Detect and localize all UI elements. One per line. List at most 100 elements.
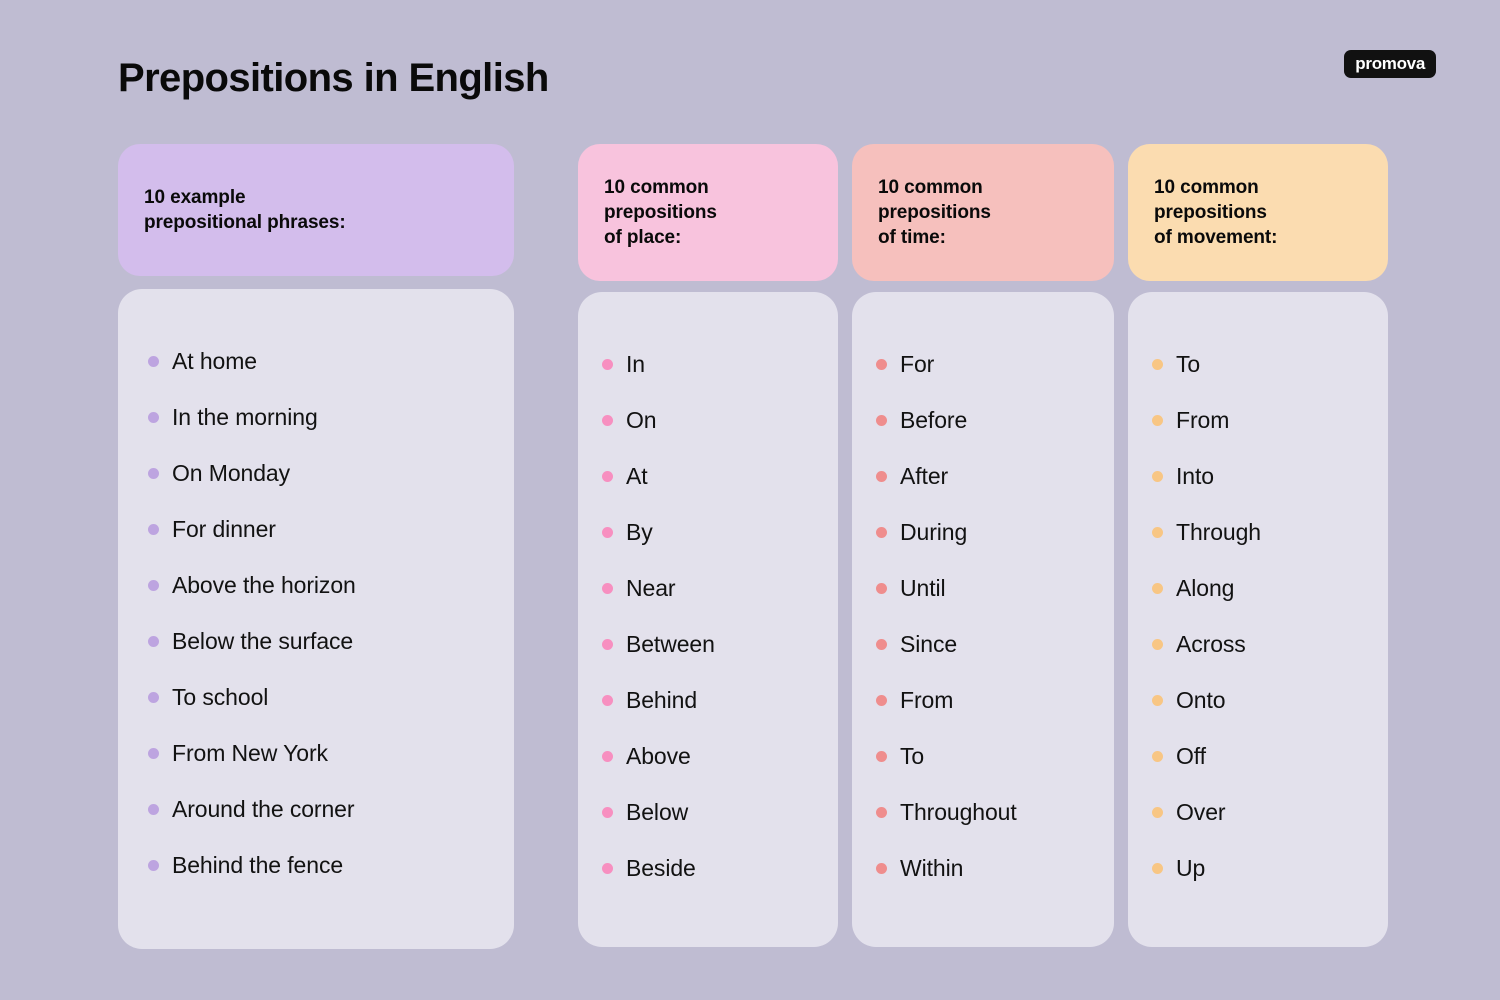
list-item-label: Beside	[626, 854, 696, 881]
bullet-icon	[1152, 526, 1163, 538]
bullet-icon	[602, 862, 613, 874]
bullet-icon	[876, 750, 887, 762]
list-item: Beside	[602, 840, 838, 896]
bullet-icon	[148, 635, 159, 647]
list-item-label: To school	[172, 683, 269, 710]
list-item: For	[876, 336, 1114, 392]
list-item: From	[876, 672, 1114, 728]
list-item-label: For	[900, 350, 935, 377]
list-item: To school	[148, 669, 514, 725]
list-item-label: Into	[1176, 462, 1214, 489]
list-item: In	[602, 336, 838, 392]
column-prepositional-phrases: 10 example prepositional phrases: At hom…	[118, 144, 514, 949]
list-item: Over	[1152, 784, 1388, 840]
list-item-label: Between	[626, 630, 715, 657]
list-item: By	[602, 504, 838, 560]
bullet-icon	[1152, 694, 1163, 706]
list-item: Within	[876, 840, 1114, 896]
bullet-icon	[876, 862, 887, 874]
list-item: Since	[876, 616, 1114, 672]
list-item: To	[1152, 336, 1388, 392]
column-body-prepositions-of-time: For Before After During	[852, 292, 1114, 947]
list-item-label: By	[626, 518, 653, 545]
bullet-icon	[1152, 638, 1163, 650]
column-prepositions-of-time: 10 common prepositions of time: For Befo…	[852, 144, 1114, 947]
bullet-icon	[602, 806, 613, 818]
list-item-label: Above the horizon	[172, 571, 356, 598]
list-item: At home	[148, 333, 514, 389]
list-item: Below the surface	[148, 613, 514, 669]
bullet-icon	[148, 467, 159, 479]
list-item-label: On Monday	[172, 459, 290, 486]
list-item-label: Through	[1176, 518, 1261, 545]
list-item: Between	[602, 616, 838, 672]
list-item-label: Above	[626, 742, 691, 769]
list-item: Into	[1152, 448, 1388, 504]
bullet-icon	[148, 523, 159, 535]
list-item-label: In	[626, 350, 645, 377]
list-item: Below	[602, 784, 838, 840]
bullet-icon	[876, 806, 887, 818]
list-item-label: Before	[900, 406, 968, 433]
list-item: Above	[602, 728, 838, 784]
list-item: Behind	[602, 672, 838, 728]
bullet-icon	[1152, 806, 1163, 818]
list-item-label: In the morning	[172, 403, 318, 430]
column-prepositions-of-place: 10 common prepositions of place: In On A…	[578, 144, 838, 947]
list-item-label: To	[1176, 350, 1201, 377]
list-prepositions-of-movement: To From Into Through	[1152, 336, 1388, 896]
bullet-icon	[1152, 750, 1163, 762]
bullet-icon	[876, 414, 887, 426]
list-item-label: Along	[1176, 574, 1235, 601]
list-item: Across	[1152, 616, 1388, 672]
list-item-label: Onto	[1176, 686, 1226, 713]
list-item-label: Within	[900, 854, 964, 881]
list-item-label: Until	[900, 574, 946, 601]
list-item: Throughout	[876, 784, 1114, 840]
bullet-icon	[876, 358, 887, 370]
column-body-prepositions-of-movement: To From Into Through	[1128, 292, 1388, 947]
list-item: At	[602, 448, 838, 504]
list-item-label: Off	[1176, 742, 1206, 769]
bullet-icon	[602, 526, 613, 538]
bullet-icon	[148, 803, 159, 815]
bullet-icon	[602, 358, 613, 370]
column-header-prepositions-of-movement: 10 common prepositions of movement:	[1128, 144, 1388, 281]
list-item-label: Across	[1176, 630, 1246, 657]
list-item-label: To	[900, 742, 925, 769]
list-item: Around the corner	[148, 781, 514, 837]
list-item: In the morning	[148, 389, 514, 445]
list-item: On Monday	[148, 445, 514, 501]
bullet-icon	[148, 355, 159, 367]
bullet-icon	[876, 470, 887, 482]
list-item: Before	[876, 392, 1114, 448]
promova-logo: promova	[1344, 50, 1436, 78]
list-item: To	[876, 728, 1114, 784]
list-item: For dinner	[148, 501, 514, 557]
bullet-icon	[602, 638, 613, 650]
list-item: Along	[1152, 560, 1388, 616]
bullet-icon	[1152, 862, 1163, 874]
list-item: From	[1152, 392, 1388, 448]
list-item-label: At	[626, 462, 648, 489]
list-item-label: From New York	[172, 739, 328, 766]
list-item: Above the horizon	[148, 557, 514, 613]
list-item-label: Behind	[626, 686, 698, 713]
list-item-label: From	[1176, 406, 1230, 433]
list-item: Until	[876, 560, 1114, 616]
list-item: Onto	[1152, 672, 1388, 728]
bullet-icon	[148, 747, 159, 759]
list-item-label: Throughout	[900, 798, 1017, 825]
bullet-icon	[148, 859, 159, 871]
list-item-label: During	[900, 518, 968, 545]
bullet-icon	[148, 691, 159, 703]
column-body-prepositions-of-place: In On At By	[578, 292, 838, 947]
column-header-prepositions-of-time: 10 common prepositions of time:	[852, 144, 1114, 281]
list-item-label: From	[900, 686, 954, 713]
bullet-icon	[602, 470, 613, 482]
list-item-label: Near	[626, 574, 676, 601]
bullet-icon	[148, 579, 159, 591]
bullet-icon	[602, 750, 613, 762]
bullet-icon	[148, 411, 159, 423]
